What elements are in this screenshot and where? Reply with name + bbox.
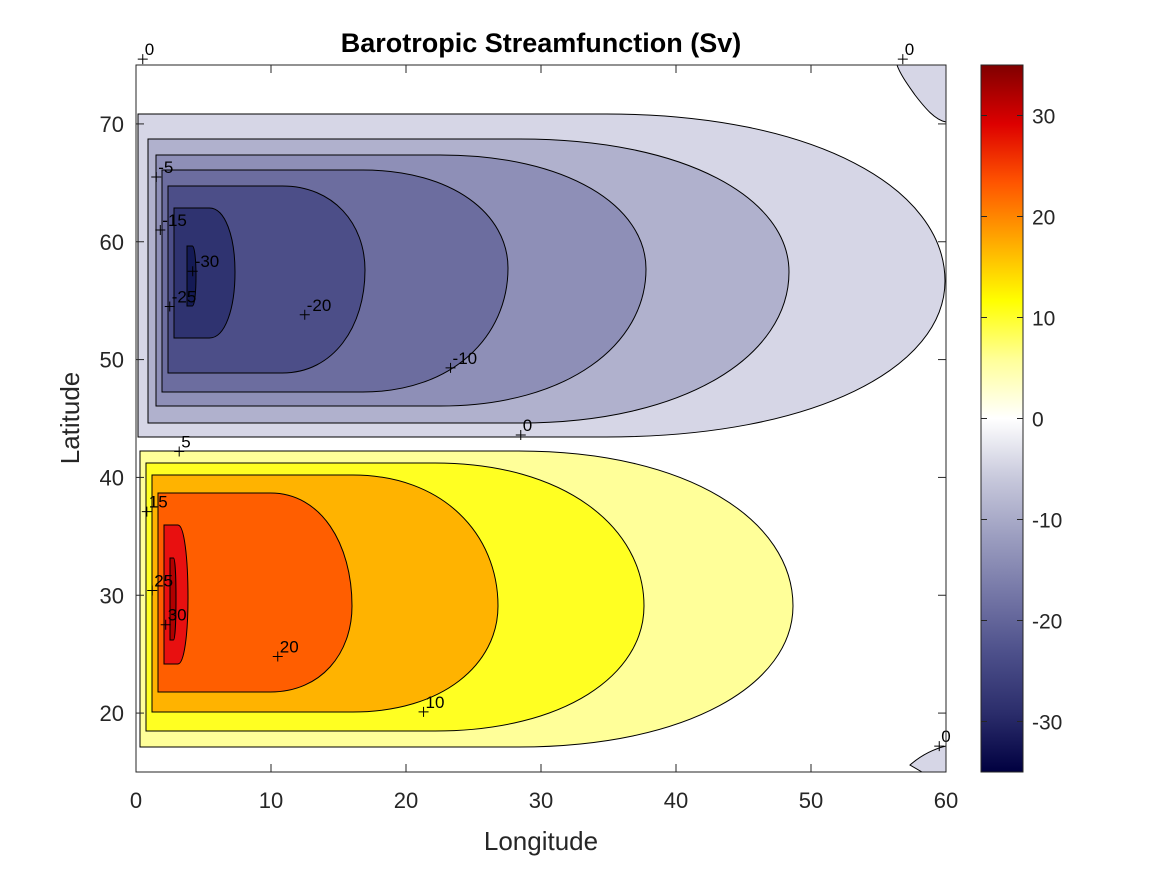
contour-label-text: 15 [149, 493, 168, 512]
y-tick-label: 30 [100, 583, 124, 608]
contour-label: 5 [174, 432, 191, 457]
x-tick-label: 10 [259, 788, 283, 813]
x-tick-label: 60 [934, 788, 958, 813]
contour-label: 30 [160, 606, 187, 630]
contour-fill-corner-southeast [909, 745, 946, 772]
y-tick-label: 50 [100, 348, 124, 373]
contour-label: 10 [418, 693, 445, 717]
contour-label: -20 [299, 296, 332, 320]
colorbar-tick-label: -30 [1032, 712, 1062, 735]
contour-label: 0 [515, 416, 532, 440]
colorbar-tick-label: 0 [1032, 409, 1044, 432]
x-axis-ticks: 0 10 20 30 40 50 60 [130, 65, 958, 813]
contour-label: 20 [272, 638, 299, 662]
contour-label-marker [160, 619, 171, 630]
colorbar-tick-label: -10 [1032, 510, 1062, 533]
contour-label-text: 0 [905, 40, 914, 59]
y-axis-label: Latitude [55, 372, 85, 465]
contour-label-marker [151, 171, 162, 182]
contour-label-marker [934, 741, 945, 752]
contour-label-marker [141, 506, 152, 517]
contour-label-marker [445, 362, 456, 373]
contour-label: 0 [137, 40, 154, 65]
contour-fill-corner-northeast [896, 65, 946, 123]
contour-fills [136, 65, 946, 772]
y-tick-label: 60 [100, 230, 124, 255]
colorbar-gradient [981, 65, 1023, 772]
contour-label-text: -10 [453, 349, 478, 368]
colorbar-tick-label: 10 [1032, 308, 1055, 331]
x-tick-label: 0 [130, 788, 142, 813]
contour-label: -15 [155, 211, 187, 235]
contour-label-text: 10 [426, 693, 445, 712]
contour-label-marker [164, 301, 175, 312]
contour-label-marker [272, 651, 283, 662]
contour-label-text: -30 [195, 252, 220, 271]
contour-label-text: 30 [168, 606, 187, 625]
contour-label-marker [897, 54, 908, 65]
contour-label-marker [187, 266, 198, 277]
contour-label-text: -15 [162, 211, 187, 230]
x-tick-label: 20 [394, 788, 418, 813]
contour-fill-pos30 [169, 557, 177, 641]
contour-label-text: 20 [280, 638, 299, 657]
contour-label-marker [299, 309, 310, 320]
contour-label-text: 0 [145, 40, 154, 59]
y-tick-label: 40 [100, 465, 124, 490]
contour-label-marker [155, 224, 166, 235]
contour-label: -10 [445, 349, 478, 373]
contour-label-marker [137, 54, 148, 65]
contour-label-marker [174, 446, 185, 457]
contour-label-text: -20 [307, 296, 332, 315]
contour-label-marker [147, 585, 158, 596]
contour-fill-neg30 [186, 245, 197, 307]
contour-label-text: 5 [181, 432, 190, 451]
colorbar-tick-label: -20 [1032, 611, 1062, 634]
x-tick-label: 50 [799, 788, 823, 813]
contour-label-text: 25 [154, 572, 173, 591]
x-tick-label: 30 [529, 788, 553, 813]
contour-label: 15 [141, 493, 168, 517]
contour-label: -30 [187, 252, 220, 277]
colorbar-tick-label: 30 [1032, 106, 1055, 129]
x-axis-label: Longitude [484, 826, 598, 856]
contour-label-text: 0 [523, 416, 532, 435]
contour-label: -25 [164, 288, 197, 312]
colorbar: -30 -20 -10 0 10 20 30 [980, 64, 1062, 773]
colorbar-ticks: -30 -20 -10 0 10 20 30 [981, 106, 1062, 735]
x-tick-label: 40 [664, 788, 688, 813]
contour-label-text: -25 [172, 288, 197, 307]
y-tick-label: 20 [100, 701, 124, 726]
contour-label: 25 [147, 572, 173, 596]
contour-label: 0 [897, 40, 914, 65]
contour-label-marker [418, 706, 429, 717]
y-tick-label: 70 [100, 112, 124, 137]
contour-label: -5 [151, 158, 173, 182]
colorbar-tick-label: 20 [1032, 207, 1055, 230]
chart-title: Barotropic Streamfunction (Sv) [341, 28, 742, 58]
contour-label-text: -5 [158, 158, 173, 177]
contour-label-marker [515, 429, 526, 440]
contour-fill-pos20 [157, 492, 353, 693]
